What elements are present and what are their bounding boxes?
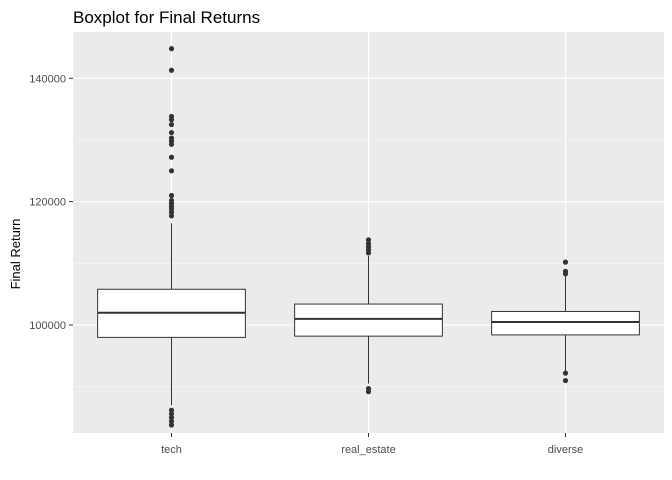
y-tick-label: 100000 <box>29 320 66 332</box>
outlier-point <box>168 213 175 219</box>
outlier-point <box>168 418 175 424</box>
outlier-point <box>562 370 569 376</box>
outlier-point <box>168 414 175 421</box>
outlier-point <box>168 168 175 174</box>
x-tick-label: real_estate <box>341 444 395 456</box>
outlier-point <box>365 250 372 256</box>
y-axis-title: Final Return <box>8 219 23 290</box>
box-real_estate <box>294 237 443 395</box>
y-tick-label: 120000 <box>29 197 66 209</box>
chart-title: Boxplot for Final Returns <box>73 8 260 27</box>
y-tick-label: 140000 <box>29 73 66 85</box>
outlier-point <box>168 46 175 52</box>
outlier-point <box>365 389 372 395</box>
iqr-box <box>294 303 443 337</box>
boxes <box>97 46 640 428</box>
outlier-point <box>168 422 175 428</box>
outlier-point <box>168 154 175 160</box>
x-tick-label: tech <box>161 444 182 456</box>
x-tick-label: diverse <box>548 444 583 456</box>
axes: 100000 120000 140000 tech real_estate diverse <box>29 73 583 456</box>
outlier-point <box>168 192 175 199</box>
outlier-point <box>168 209 175 215</box>
outlier-point <box>168 117 175 123</box>
outlier-point <box>168 141 175 147</box>
outlier-point <box>168 407 175 413</box>
outlier-point <box>168 121 175 128</box>
iqr-box <box>491 310 640 336</box>
outlier-point <box>562 377 569 384</box>
outlier-point <box>562 271 569 277</box>
outlier-point <box>562 259 569 265</box>
outlier-point <box>365 237 372 243</box>
outlier-point <box>168 67 175 73</box>
box-diverse <box>491 259 640 384</box>
outlier-point <box>168 129 175 136</box>
box-tech <box>97 46 246 428</box>
outlier-point <box>168 411 175 417</box>
